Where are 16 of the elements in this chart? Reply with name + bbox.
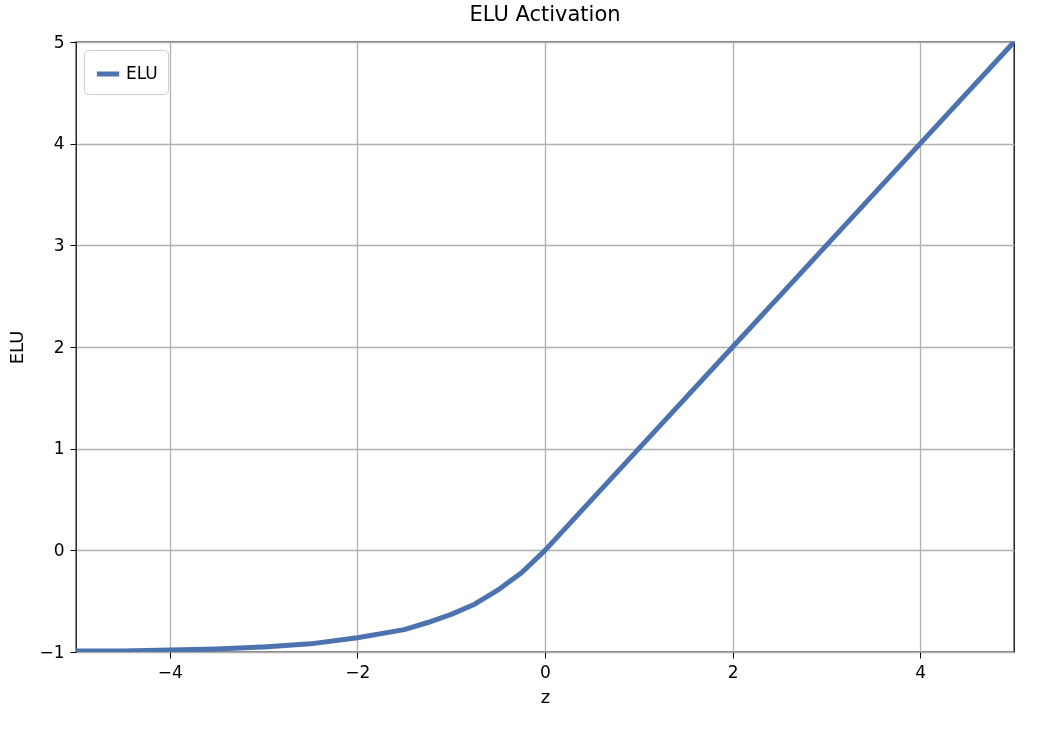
y-tick-label: 5	[53, 31, 65, 52]
y-tick-label: 3	[53, 234, 65, 255]
x-tick-label: 4	[915, 661, 927, 682]
x-tick-label: 0	[540, 661, 551, 682]
y-tick-label: 2	[53, 336, 65, 357]
x-tick-label: −2	[345, 661, 371, 682]
y-tick-label: 0	[53, 539, 65, 560]
y-tick-label: 1	[53, 438, 65, 459]
y-tick-label: −1	[39, 641, 65, 662]
x-axis-title: z	[540, 685, 551, 707]
x-tick-label: −4	[157, 661, 183, 682]
legend-label: ELU	[126, 63, 158, 83]
y-tick-label: 4	[53, 133, 65, 154]
chart-title: ELU Activation	[469, 2, 621, 26]
y-axis-title: ELU	[6, 330, 28, 365]
x-tick-label: 2	[727, 661, 739, 682]
